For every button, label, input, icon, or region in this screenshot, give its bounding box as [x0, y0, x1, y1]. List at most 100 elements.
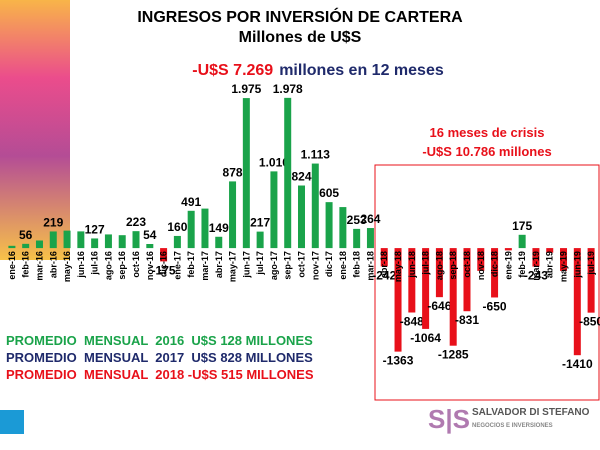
x-tick-label: jul-17	[255, 251, 265, 276]
value-label: -1410	[562, 357, 593, 371]
bar	[91, 238, 99, 249]
x-tick-label: abr-19	[545, 251, 555, 278]
value-label: 127	[85, 222, 105, 236]
average-note: PROMEDIO MENSUAL 2017 U$S 828 MILLONES	[6, 350, 313, 365]
x-tick-label: oct-18	[462, 251, 472, 278]
x-tick-label: abr-17	[214, 251, 224, 278]
bar	[242, 98, 250, 249]
bar	[77, 231, 85, 249]
value-label: 878	[223, 165, 243, 179]
bar	[311, 163, 319, 249]
bar	[366, 228, 374, 249]
x-tick-label: jun-17	[241, 251, 251, 279]
value-label: -650	[483, 299, 507, 313]
x-tick-label: dic-17	[324, 251, 334, 277]
value-label: -831	[455, 313, 479, 327]
x-tick-label: dic-16	[159, 251, 169, 277]
bar	[449, 248, 457, 346]
bar	[118, 235, 126, 249]
bar	[173, 235, 181, 249]
x-tick-label: mar-19	[531, 251, 541, 281]
x-tick-label: ago-17	[269, 251, 279, 280]
x-tick-label: may-17	[228, 251, 238, 282]
value-label: -1064	[410, 331, 441, 345]
logo-mark: S|S	[428, 404, 470, 434]
value-label: 605	[319, 186, 339, 200]
value-label: 824	[291, 170, 311, 184]
bar	[49, 231, 57, 249]
value-label: 219	[43, 215, 63, 229]
value-label: -175	[152, 263, 176, 277]
bar	[518, 234, 526, 249]
average-note: PROMEDIO MENSUAL 2016 U$S 128 MILLONES	[6, 333, 313, 348]
value-label: -242	[372, 268, 396, 282]
x-tick-label: mar-16	[34, 251, 44, 281]
x-tick-label: ago-18	[434, 251, 444, 280]
bar	[408, 248, 416, 313]
chart-title: INGRESOS POR INVERSIÓN DE CARTERA	[137, 7, 463, 26]
x-tick-label: sep-18	[448, 251, 458, 280]
x-tick-label: nov-17	[310, 251, 320, 280]
x-tick-label: jun-16	[76, 251, 86, 279]
bar	[160, 248, 168, 262]
value-label: 217	[250, 216, 270, 230]
value-label: -848	[400, 315, 424, 329]
bar	[394, 248, 402, 352]
bar	[325, 202, 333, 249]
value-label: 149	[209, 221, 229, 235]
value-label: 1.978	[273, 82, 303, 96]
annotation: 16 meses de crisis	[430, 125, 545, 140]
x-tick-label: jul-18	[421, 251, 431, 276]
decor-strip	[0, 0, 70, 260]
bar	[504, 248, 512, 251]
bar	[491, 248, 499, 298]
bar	[35, 240, 43, 249]
headline-part: -U$S 7.269	[192, 62, 273, 79]
x-tick-label: may-18	[393, 251, 403, 282]
bar	[339, 207, 347, 249]
bar	[573, 248, 581, 356]
x-tick-label: sep-16	[117, 251, 127, 280]
x-tick-label: jun-19	[572, 251, 582, 279]
x-tick-label: may-19	[559, 251, 569, 282]
value-label: 56	[19, 228, 33, 242]
logo-name: SALVADOR DI STEFANO	[472, 407, 590, 418]
bar	[353, 228, 361, 249]
bar	[229, 181, 237, 249]
logo-tagline: NEGOCIOS E INVERSIONES	[472, 423, 553, 429]
value-label: 264	[360, 212, 380, 226]
bar	[380, 248, 388, 267]
average-note: PROMEDIO MENSUAL 2018 -U$S 515 MILLONES	[6, 367, 314, 382]
headline-part: millones en 12 meses	[279, 62, 444, 79]
value-label: -850	[579, 315, 600, 329]
bar	[215, 236, 223, 249]
x-tick-label: feb-16	[21, 251, 31, 278]
x-tick-label: ene-17	[172, 251, 182, 280]
bar	[546, 248, 554, 253]
bar	[298, 185, 305, 249]
value-label: 1.010	[259, 155, 289, 169]
bar	[477, 248, 485, 271]
value-label: 1.113	[301, 148, 331, 162]
bar	[132, 231, 140, 249]
value-label: 253	[347, 213, 367, 227]
value-label: -646	[427, 299, 451, 313]
value-label: 491	[181, 195, 201, 209]
value-label: -243	[524, 269, 548, 283]
bar	[201, 208, 209, 249]
bar	[104, 234, 112, 249]
decor-square	[0, 410, 24, 434]
x-tick-label: ago-16	[103, 251, 113, 280]
x-tick-label: nov-16	[145, 251, 155, 280]
x-tick-label: sep-17	[283, 251, 293, 280]
bar	[560, 248, 568, 271]
bar	[463, 248, 471, 312]
x-tick-label: ene-19	[503, 251, 513, 280]
x-tick-label: abr-16	[48, 251, 58, 278]
bar	[8, 245, 16, 249]
x-tick-label: jul-19	[586, 251, 596, 276]
bar	[587, 248, 595, 313]
bar	[187, 210, 195, 249]
